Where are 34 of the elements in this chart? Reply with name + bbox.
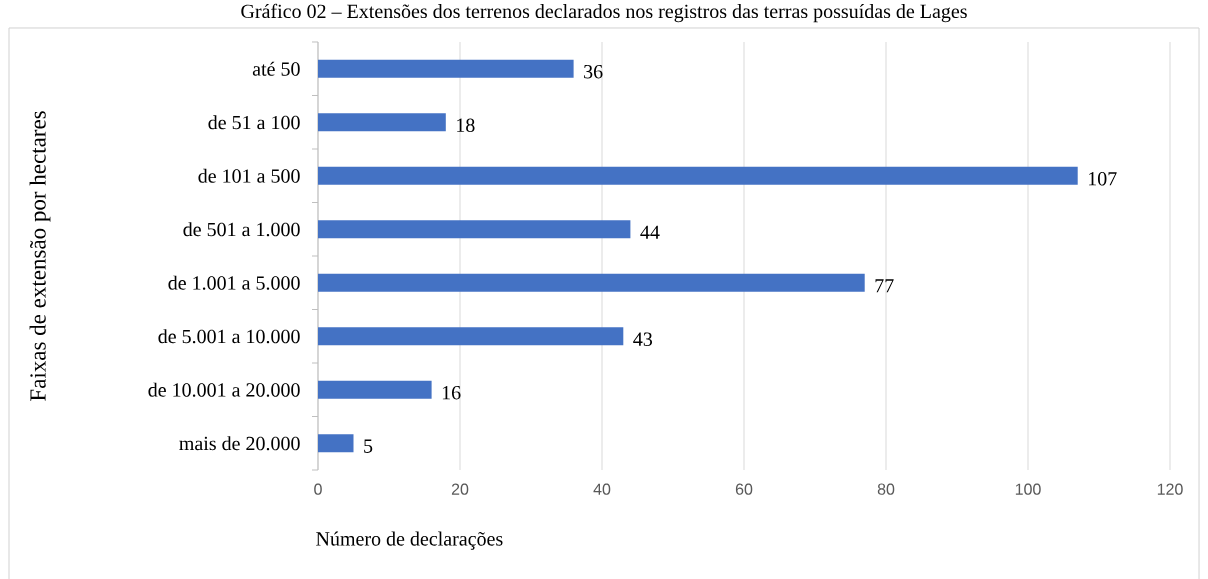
y-tick-label: mais de 20.000 [179, 436, 300, 451]
data-label: 16 [442, 386, 461, 400]
x-tick-label: 0 [314, 483, 322, 495]
bar [318, 113, 446, 132]
data-label: 43 [633, 332, 653, 346]
x-axis-title: Número de declarações [316, 531, 503, 550]
y-tick-label: de 1.001 a 5.000 [168, 275, 300, 290]
bar [318, 59, 574, 78]
y-tick-label: até 50 [252, 61, 300, 76]
bar [318, 166, 1078, 185]
bar [318, 380, 432, 399]
x-tick-label: 120 [1157, 483, 1183, 495]
y-tick-label: de 101 a 500 [198, 168, 300, 183]
bar [318, 327, 624, 346]
y-tick-label: de 5.001 a 10.000 [158, 329, 300, 344]
data-label: 107 [1088, 172, 1117, 186]
bar [318, 434, 354, 453]
data-label: 44 [640, 225, 660, 239]
y-axis-title: Faixas de extensão por hectares [29, 111, 51, 401]
y-tick-label: de 51 a 100 [208, 115, 300, 130]
data-label: 77 [875, 279, 894, 293]
bar [318, 273, 865, 292]
y-tick-label: de 501 a 1.000 [183, 222, 300, 237]
x-tick-label: 40 [593, 483, 611, 495]
x-tick-label: 100 [1015, 483, 1041, 495]
data-label: 18 [457, 118, 475, 132]
bar [318, 220, 631, 239]
chart-title: Gráfico 02 – Extensões dos terrenos declarados nos registros das terras possuídas de Lages [241, 3, 967, 23]
x-tick-label: 80 [877, 483, 895, 495]
data-label: 5 [364, 439, 373, 453]
y-tick-label: de 10.001 a 20.000 [148, 382, 300, 397]
data-label: 36 [584, 65, 603, 79]
x-tick-label: 20 [451, 483, 469, 495]
x-tick-label: 60 [735, 483, 753, 495]
